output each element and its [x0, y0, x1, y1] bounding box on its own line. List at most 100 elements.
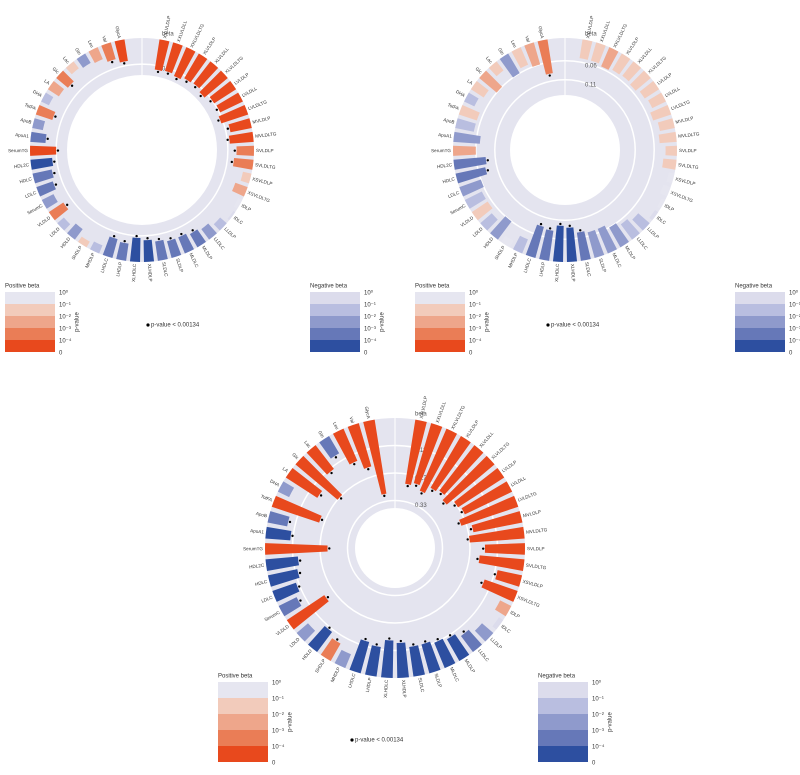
category-label: MVLDLP [252, 115, 271, 124]
category-label: XLVLDLP [202, 36, 217, 55]
significance-dot [65, 203, 69, 207]
bar [488, 61, 504, 77]
legend-swatch [218, 730, 268, 746]
bar [453, 145, 476, 156]
bar [88, 47, 103, 64]
category-label: SerumC [26, 203, 44, 216]
bar [511, 47, 529, 69]
significance-dot [486, 159, 489, 162]
significance-dot [146, 237, 149, 240]
category-label: XLHDLP [401, 680, 407, 698]
category-label: SerumTG [8, 148, 28, 153]
bar [650, 105, 672, 121]
bar [657, 118, 675, 131]
significance-dot [406, 484, 409, 488]
bar [30, 157, 54, 170]
category-label: XLHDLP [570, 264, 576, 282]
category-label: SHDLP [314, 658, 326, 674]
bar [267, 569, 300, 587]
legend-tick-label: 0 [789, 351, 793, 357]
significance-dot [175, 77, 178, 81]
category-label: ApoA1 [438, 132, 453, 139]
legend-swatch [735, 328, 785, 340]
bar [490, 216, 512, 240]
significance-dot [383, 494, 386, 498]
significance-dot [191, 229, 194, 232]
bar [184, 53, 208, 83]
category-label: LVLDLL [510, 475, 527, 487]
category-label: LLDLC [636, 236, 649, 251]
category-label: LDLC [447, 190, 460, 199]
bar [464, 92, 479, 107]
bar [129, 237, 141, 262]
bar [199, 70, 228, 98]
axis-title: beta [162, 32, 174, 38]
bar [30, 131, 47, 143]
bar [286, 595, 329, 630]
category-label: XLHDLC [554, 263, 560, 282]
significance-dot [548, 74, 551, 77]
category-label: IDLC [500, 624, 512, 635]
bar [524, 42, 541, 67]
bar [662, 158, 677, 170]
category-label: LLDLC [213, 236, 226, 251]
category-label: SHDLP [494, 245, 506, 261]
category-label: MVLDLP [675, 115, 694, 124]
category-label: ApoB [255, 511, 267, 519]
significance-dot [199, 94, 202, 98]
category-label: XSVLDLP [522, 579, 543, 589]
category-label: HDL2C [437, 162, 453, 169]
bar [265, 526, 292, 541]
bar [590, 42, 606, 64]
significance-dot [226, 127, 230, 130]
category-label: XLHDLC [383, 679, 389, 698]
category-label: XXLVLDLL [599, 20, 611, 43]
category-label: LVLDLL [664, 86, 681, 98]
significance-dot [469, 527, 473, 531]
significance-dot [298, 585, 301, 588]
legend-tick-label: 10⁰ [789, 290, 799, 297]
category-label: Gln [497, 47, 505, 56]
significance-dot [476, 557, 479, 561]
bar [434, 638, 456, 669]
bar [461, 481, 513, 515]
significance-dot [493, 573, 496, 576]
legend-swatch [310, 328, 360, 340]
category-label: VLDLD [36, 215, 51, 228]
bar [454, 467, 505, 508]
legend-tick-label: 10⁻⁴ [59, 338, 72, 345]
category-label: XSVLDLTG [517, 595, 541, 609]
legend-swatch [415, 292, 465, 304]
significance-dot [481, 547, 485, 550]
category-label: SLDLP [175, 258, 184, 273]
bar [479, 70, 503, 93]
legend-tick-label: 10⁻¹ [789, 303, 800, 309]
significance-dot [320, 518, 324, 522]
legend-tick-label: 10⁻¹ [59, 303, 71, 309]
bar [455, 118, 476, 132]
category-label: MHDLP [507, 252, 518, 269]
category-label: HDLD [483, 236, 495, 249]
legend-title: Positive beta [5, 284, 40, 290]
bar [474, 623, 494, 642]
bar [35, 105, 56, 120]
legend-swatch [415, 304, 465, 316]
bar [481, 579, 518, 602]
significance-dot [46, 137, 49, 141]
category-label: VLDLD [275, 623, 290, 636]
category-label: SHDLP [71, 245, 83, 261]
significance-dot [559, 222, 562, 226]
bar [579, 39, 593, 60]
bar [464, 191, 486, 209]
category-label: HDL2C [249, 563, 265, 570]
bar [460, 629, 482, 653]
bar [102, 236, 118, 259]
category-label: LVLDLP [501, 460, 518, 474]
y-tick-label: 0.11 [415, 448, 427, 454]
bar [459, 179, 484, 197]
significance-dot [364, 637, 367, 641]
bar [213, 217, 227, 231]
legend-tick-label: 10⁻¹ [592, 697, 604, 703]
bar [41, 92, 54, 106]
category-label: XLVLDLTG [490, 441, 510, 460]
